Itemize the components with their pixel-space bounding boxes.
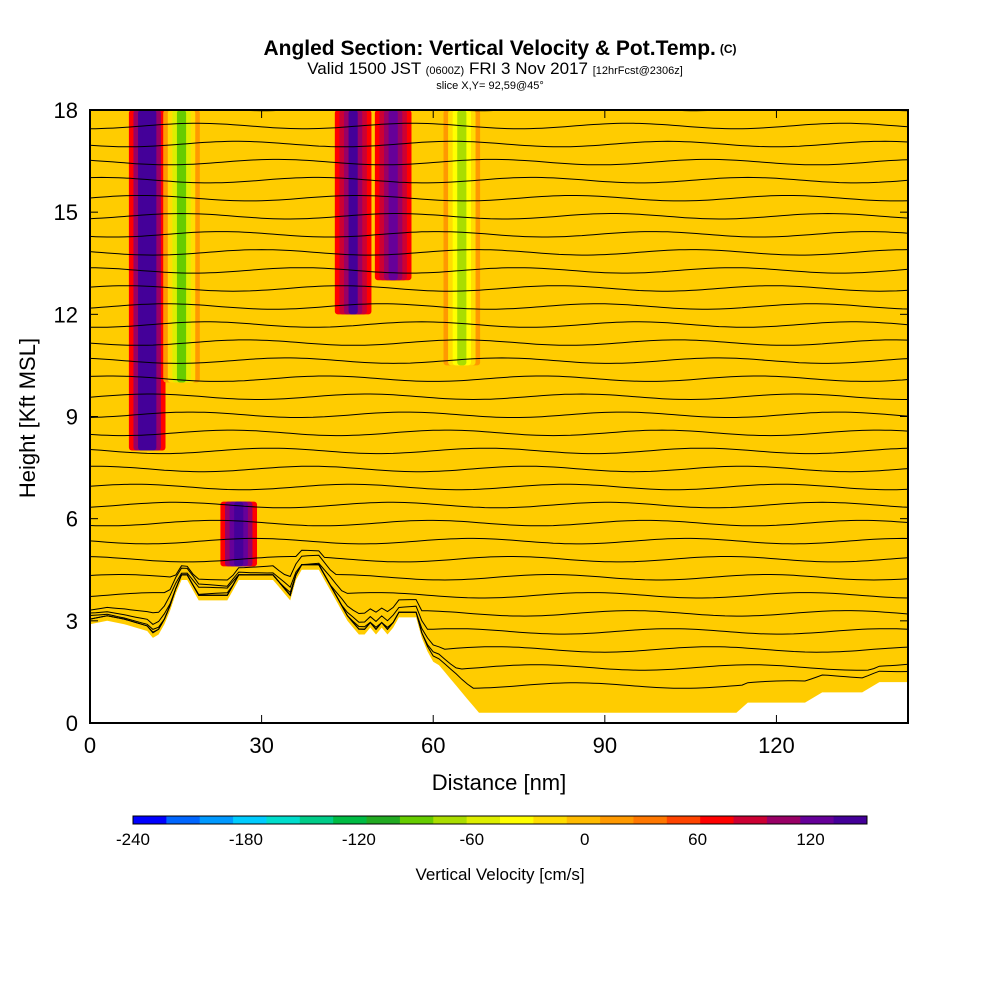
chart-subtitle: Valid 1500 JST (0600Z) FRI 3 Nov 2017 [1… — [0, 60, 1000, 80]
colorbar-swatch — [233, 816, 267, 824]
colorbar-swatch — [833, 816, 868, 824]
theta-contour-line — [90, 537, 908, 545]
velocity-bands — [128, 110, 481, 567]
colorbar-swatch — [566, 816, 601, 824]
colorbar-tick-label: -60 — [459, 830, 484, 849]
theta-contour-line — [90, 339, 908, 346]
colorbar-swatch — [766, 816, 801, 824]
theta-contour-line — [90, 564, 908, 617]
colorbar: -240 -180 -120 -60 0 60 120 — [116, 815, 868, 849]
x-axis-title: Distance [nm] — [432, 770, 567, 795]
terrain-mask — [90, 569, 908, 723]
chart-title-unit: (C) — [719, 42, 737, 56]
colorbar-swatch — [166, 816, 201, 824]
theta-contour-line — [90, 429, 908, 437]
theta-contour-line — [90, 87, 908, 92]
y-tick-label: 0 — [66, 711, 78, 736]
colorbar-swatch — [733, 816, 768, 824]
colorbar-swatch — [700, 816, 735, 824]
colorbar-title: Vertical Velocity [cm/s] — [415, 865, 584, 884]
colorbar-swatch — [500, 816, 534, 824]
downdraft-core — [457, 110, 467, 366]
x-tick-label: 30 — [249, 733, 273, 758]
theta-contour-line — [90, 267, 908, 274]
colorbar-tick-label: 60 — [688, 830, 707, 849]
chart-title-block: Angled Section: Vertical Velocity & Pot.… — [0, 38, 1000, 93]
x-tick-label: 90 — [593, 733, 617, 758]
colorbar-swatch — [199, 816, 234, 824]
colorbar-swatch — [533, 816, 568, 824]
x-tick-label: 0 — [84, 733, 96, 758]
plot-area — [90, 87, 908, 723]
colorbar-tick-label: -120 — [342, 830, 376, 849]
theta-contour-line — [90, 303, 908, 310]
y-tick-label: 6 — [66, 507, 78, 532]
theta-contour-line — [90, 562, 908, 599]
theta-contour-line — [90, 564, 908, 635]
theta-contour-line — [90, 519, 908, 527]
theta-contour-line — [90, 483, 908, 491]
y-tick-label: 18 — [54, 98, 78, 123]
axes: 0 30 60 90 120 0 3 6 9 12 15 18 — [54, 98, 908, 758]
y-tick-label: 9 — [66, 405, 78, 430]
theta-contour-line — [90, 411, 908, 418]
colorbar-swatch — [800, 816, 835, 824]
colorbar-swatch — [399, 816, 434, 824]
theta-contour-line — [90, 140, 908, 148]
updraft-core — [234, 501, 244, 567]
colorbar-swatch — [366, 816, 401, 824]
theta-contour-line — [90, 176, 908, 184]
theta-contour-line — [90, 393, 908, 401]
slice-info: slice X,Y= 92,59@45° — [436, 80, 544, 92]
theta-contour-line — [90, 465, 908, 473]
updraft-core — [388, 110, 398, 281]
colorbar-frame — [132, 815, 868, 825]
updraft-core — [142, 110, 152, 451]
theta-contour-line — [90, 554, 908, 581]
colorbar-swatch — [666, 816, 701, 824]
theta-contour-line — [90, 321, 908, 328]
colorbar-swatch — [133, 816, 167, 824]
colorbar-tick-label: -180 — [229, 830, 263, 849]
updraft-core — [348, 110, 358, 315]
y-tick-label: 12 — [54, 302, 78, 327]
colorbar-swatch — [600, 816, 634, 824]
y-tick-label: 15 — [54, 200, 78, 225]
theta-contour-line — [90, 501, 908, 509]
theta-contour-line — [90, 564, 908, 653]
theta-contours — [90, 87, 908, 689]
theta-contour-line — [90, 285, 908, 292]
downdraft-core — [176, 110, 187, 383]
theta-contour-line — [90, 122, 908, 130]
colorbar-tick-label: 120 — [796, 830, 824, 849]
x-tick-label: 120 — [758, 733, 795, 758]
theta-contour-line — [90, 375, 908, 382]
theta-contour-line — [90, 158, 908, 166]
theta-contour-line — [90, 357, 908, 364]
colorbar-swatch — [633, 816, 668, 824]
forecast-info: [12hrFcst@2306z] — [592, 65, 683, 77]
chart-title: Angled Section: Vertical Velocity & Pot.… — [0, 38, 1000, 60]
theta-contour-line — [90, 231, 908, 238]
x-tick-label: 60 — [421, 733, 445, 758]
colorbar-swatch — [433, 816, 468, 824]
y-tick-label: 3 — [66, 609, 78, 634]
colorbar-swatch — [299, 816, 334, 824]
theta-contour-line — [90, 212, 908, 220]
valid-time-utc: (0600Z) — [425, 65, 465, 77]
y-axis-title: Height [Kft MSL] — [15, 338, 40, 498]
colorbar-swatch — [266, 816, 301, 824]
valid-date: FRI 3 Nov 2017 — [468, 59, 588, 78]
theta-contour-line — [90, 549, 908, 563]
colorbar-tick-label: -240 — [116, 830, 150, 849]
colorbar-swatch — [333, 816, 368, 824]
theta-contour-line — [90, 249, 908, 256]
colorbar-swatch — [466, 816, 501, 824]
chart-title-text: Angled Section: Vertical Velocity & Pot.… — [263, 37, 716, 60]
theta-contour-line — [90, 195, 908, 202]
valid-time: Valid 1500 JST — [307, 59, 421, 78]
colorbar-tick-label: 0 — [580, 830, 589, 849]
theta-contour-line — [90, 447, 908, 455]
